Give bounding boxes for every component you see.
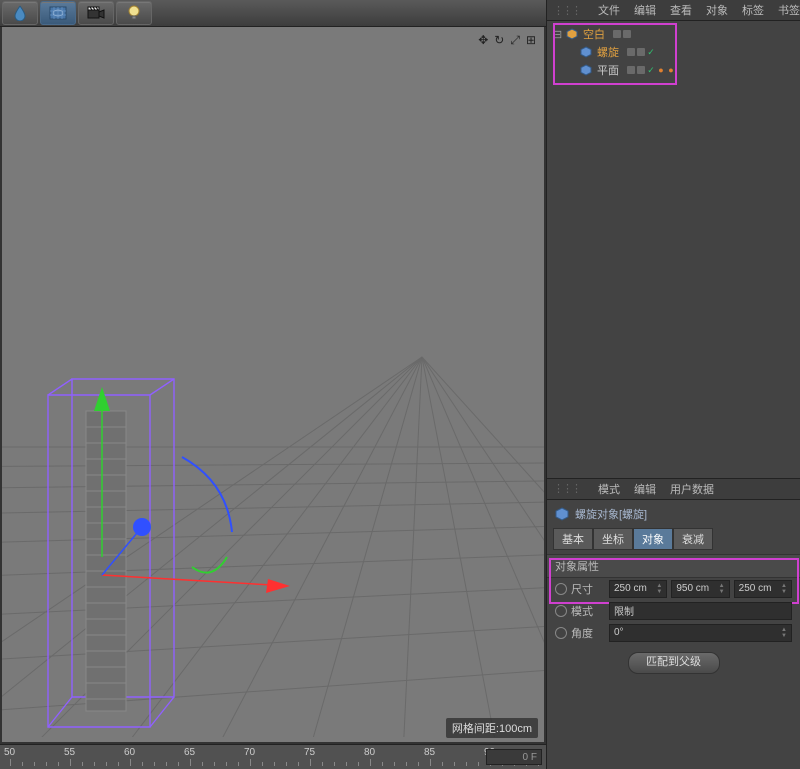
- menu-file[interactable]: 文件: [598, 2, 620, 18]
- object-name-label[interactable]: 平面: [597, 62, 619, 78]
- attr-section-title: 对象属性: [547, 554, 800, 578]
- menu-tags[interactable]: 标签: [742, 2, 764, 18]
- object-icon: [579, 63, 593, 77]
- attr-label-size: 尺寸: [571, 581, 605, 597]
- menu-edit[interactable]: 编辑: [634, 2, 656, 18]
- timeline-ruler[interactable]: 505560657075808590 0 F: [0, 744, 546, 769]
- size-z-field[interactable]: 250 cm▲▼: [734, 580, 792, 598]
- mode-field[interactable]: 限制: [609, 602, 792, 620]
- spiral-object-geometry: [86, 411, 126, 711]
- tree-expander-icon[interactable]: ⊟: [553, 28, 563, 41]
- ruler-tick-label: 85: [424, 747, 435, 758]
- menu-bookmarks[interactable]: 书签: [778, 2, 800, 18]
- attr-row-mode: 模式 限制: [547, 600, 800, 622]
- tag-grey-icon[interactable]: [613, 30, 621, 38]
- tree-row[interactable]: ⊟ 空白: [553, 25, 794, 43]
- ruler-tick-label: 70: [244, 747, 255, 758]
- fit-to-parent-button[interactable]: 匹配到父级: [628, 652, 720, 674]
- menu-objects[interactable]: 对象: [706, 2, 728, 18]
- object-name-label[interactable]: 螺旋: [597, 44, 619, 60]
- radio-icon[interactable]: [555, 627, 567, 639]
- tag-orange-icon[interactable]: ●: [657, 66, 665, 74]
- radio-icon[interactable]: [555, 605, 567, 617]
- attr-menu-userdata[interactable]: 用户数据: [670, 481, 714, 497]
- angle-field[interactable]: 0°▲▼: [609, 624, 792, 642]
- tag-orange-icon[interactable]: ●: [667, 66, 675, 74]
- ruler-tick-label: 60: [124, 747, 135, 758]
- tree-row[interactable]: 螺旋 ✓: [553, 43, 794, 61]
- tag-grey-icon[interactable]: [627, 66, 635, 74]
- attr-menu-mode[interactable]: 模式: [598, 481, 620, 497]
- selected-object-title: 螺旋对象[螺旋]: [575, 506, 647, 522]
- attr-tab[interactable]: 衰减: [673, 528, 713, 550]
- object-icon: [579, 45, 593, 59]
- object-manager-tree[interactable]: ⊟空白螺旋✓平面✓●●: [547, 21, 800, 478]
- menu-view[interactable]: 查看: [670, 2, 692, 18]
- ruler-tick-label: 50: [4, 747, 15, 758]
- ruler-tick-label: 55: [64, 747, 75, 758]
- ruler-tick-label: 80: [364, 747, 375, 758]
- attribute-manager: ⋮⋮⋮ 模式 编辑 用户数据 螺旋对象[螺旋] 基本坐标对象衰减 对象属性: [547, 478, 800, 769]
- tool-lightbulb[interactable]: [116, 1, 152, 25]
- tag-grey-icon[interactable]: [637, 48, 645, 56]
- panel-grip-icon[interactable]: ⋮⋮⋮: [553, 4, 580, 17]
- object-name-label[interactable]: 空白: [583, 26, 605, 42]
- attr-tab[interactable]: 对象: [633, 528, 673, 550]
- attribute-tabs: 基本坐标对象衰减: [547, 528, 800, 550]
- radio-icon[interactable]: [555, 583, 567, 595]
- top-toolbar: [0, 0, 548, 27]
- tag-grey-icon[interactable]: [627, 48, 635, 56]
- frame-field[interactable]: 0 F: [486, 749, 542, 765]
- attribute-manager-menu: ⋮⋮⋮ 模式 编辑 用户数据: [547, 479, 800, 500]
- object-type-icon: [555, 507, 569, 521]
- panel-grip-icon[interactable]: ⋮⋮⋮: [553, 482, 580, 495]
- tag-check-icon[interactable]: ✓: [647, 66, 655, 74]
- attr-row-size: 尺寸 250 cm▲▼ 950 cm▲▼ 250 cm▲▼: [547, 578, 800, 600]
- viewport-grid-status: 网格间距:100cm: [446, 718, 538, 738]
- object-manager-menu: ⋮⋮⋮ 文件 编辑 查看 对象 标签 书签: [547, 0, 800, 21]
- size-x-field[interactable]: 250 cm▲▼: [609, 580, 667, 598]
- attr-label-mode: 模式: [571, 603, 605, 619]
- tool-water-drop[interactable]: [2, 1, 38, 25]
- viewport-3d[interactable]: ✥ ↻ ⤢ ⊞: [0, 27, 546, 744]
- attr-label-angle: 角度: [571, 625, 605, 641]
- attr-tab[interactable]: 基本: [553, 528, 593, 550]
- size-y-field[interactable]: 950 cm▲▼: [671, 580, 729, 598]
- tree-row[interactable]: 平面✓●●: [553, 61, 794, 79]
- tag-grey-icon[interactable]: [623, 30, 631, 38]
- object-icon: [565, 27, 579, 41]
- attr-row-angle: 角度 0°▲▼: [547, 622, 800, 644]
- tag-check-icon[interactable]: ✓: [647, 48, 655, 56]
- tool-camera[interactable]: [78, 1, 114, 25]
- attr-menu-edit[interactable]: 编辑: [634, 481, 656, 497]
- viewport-scene: [2, 27, 546, 737]
- ruler-tick-label: 65: [184, 747, 195, 758]
- tag-grey-icon[interactable]: [637, 66, 645, 74]
- ruler-tick-label: 75: [304, 747, 315, 758]
- tool-grid-texture[interactable]: [40, 1, 76, 25]
- attr-tab[interactable]: 坐标: [593, 528, 633, 550]
